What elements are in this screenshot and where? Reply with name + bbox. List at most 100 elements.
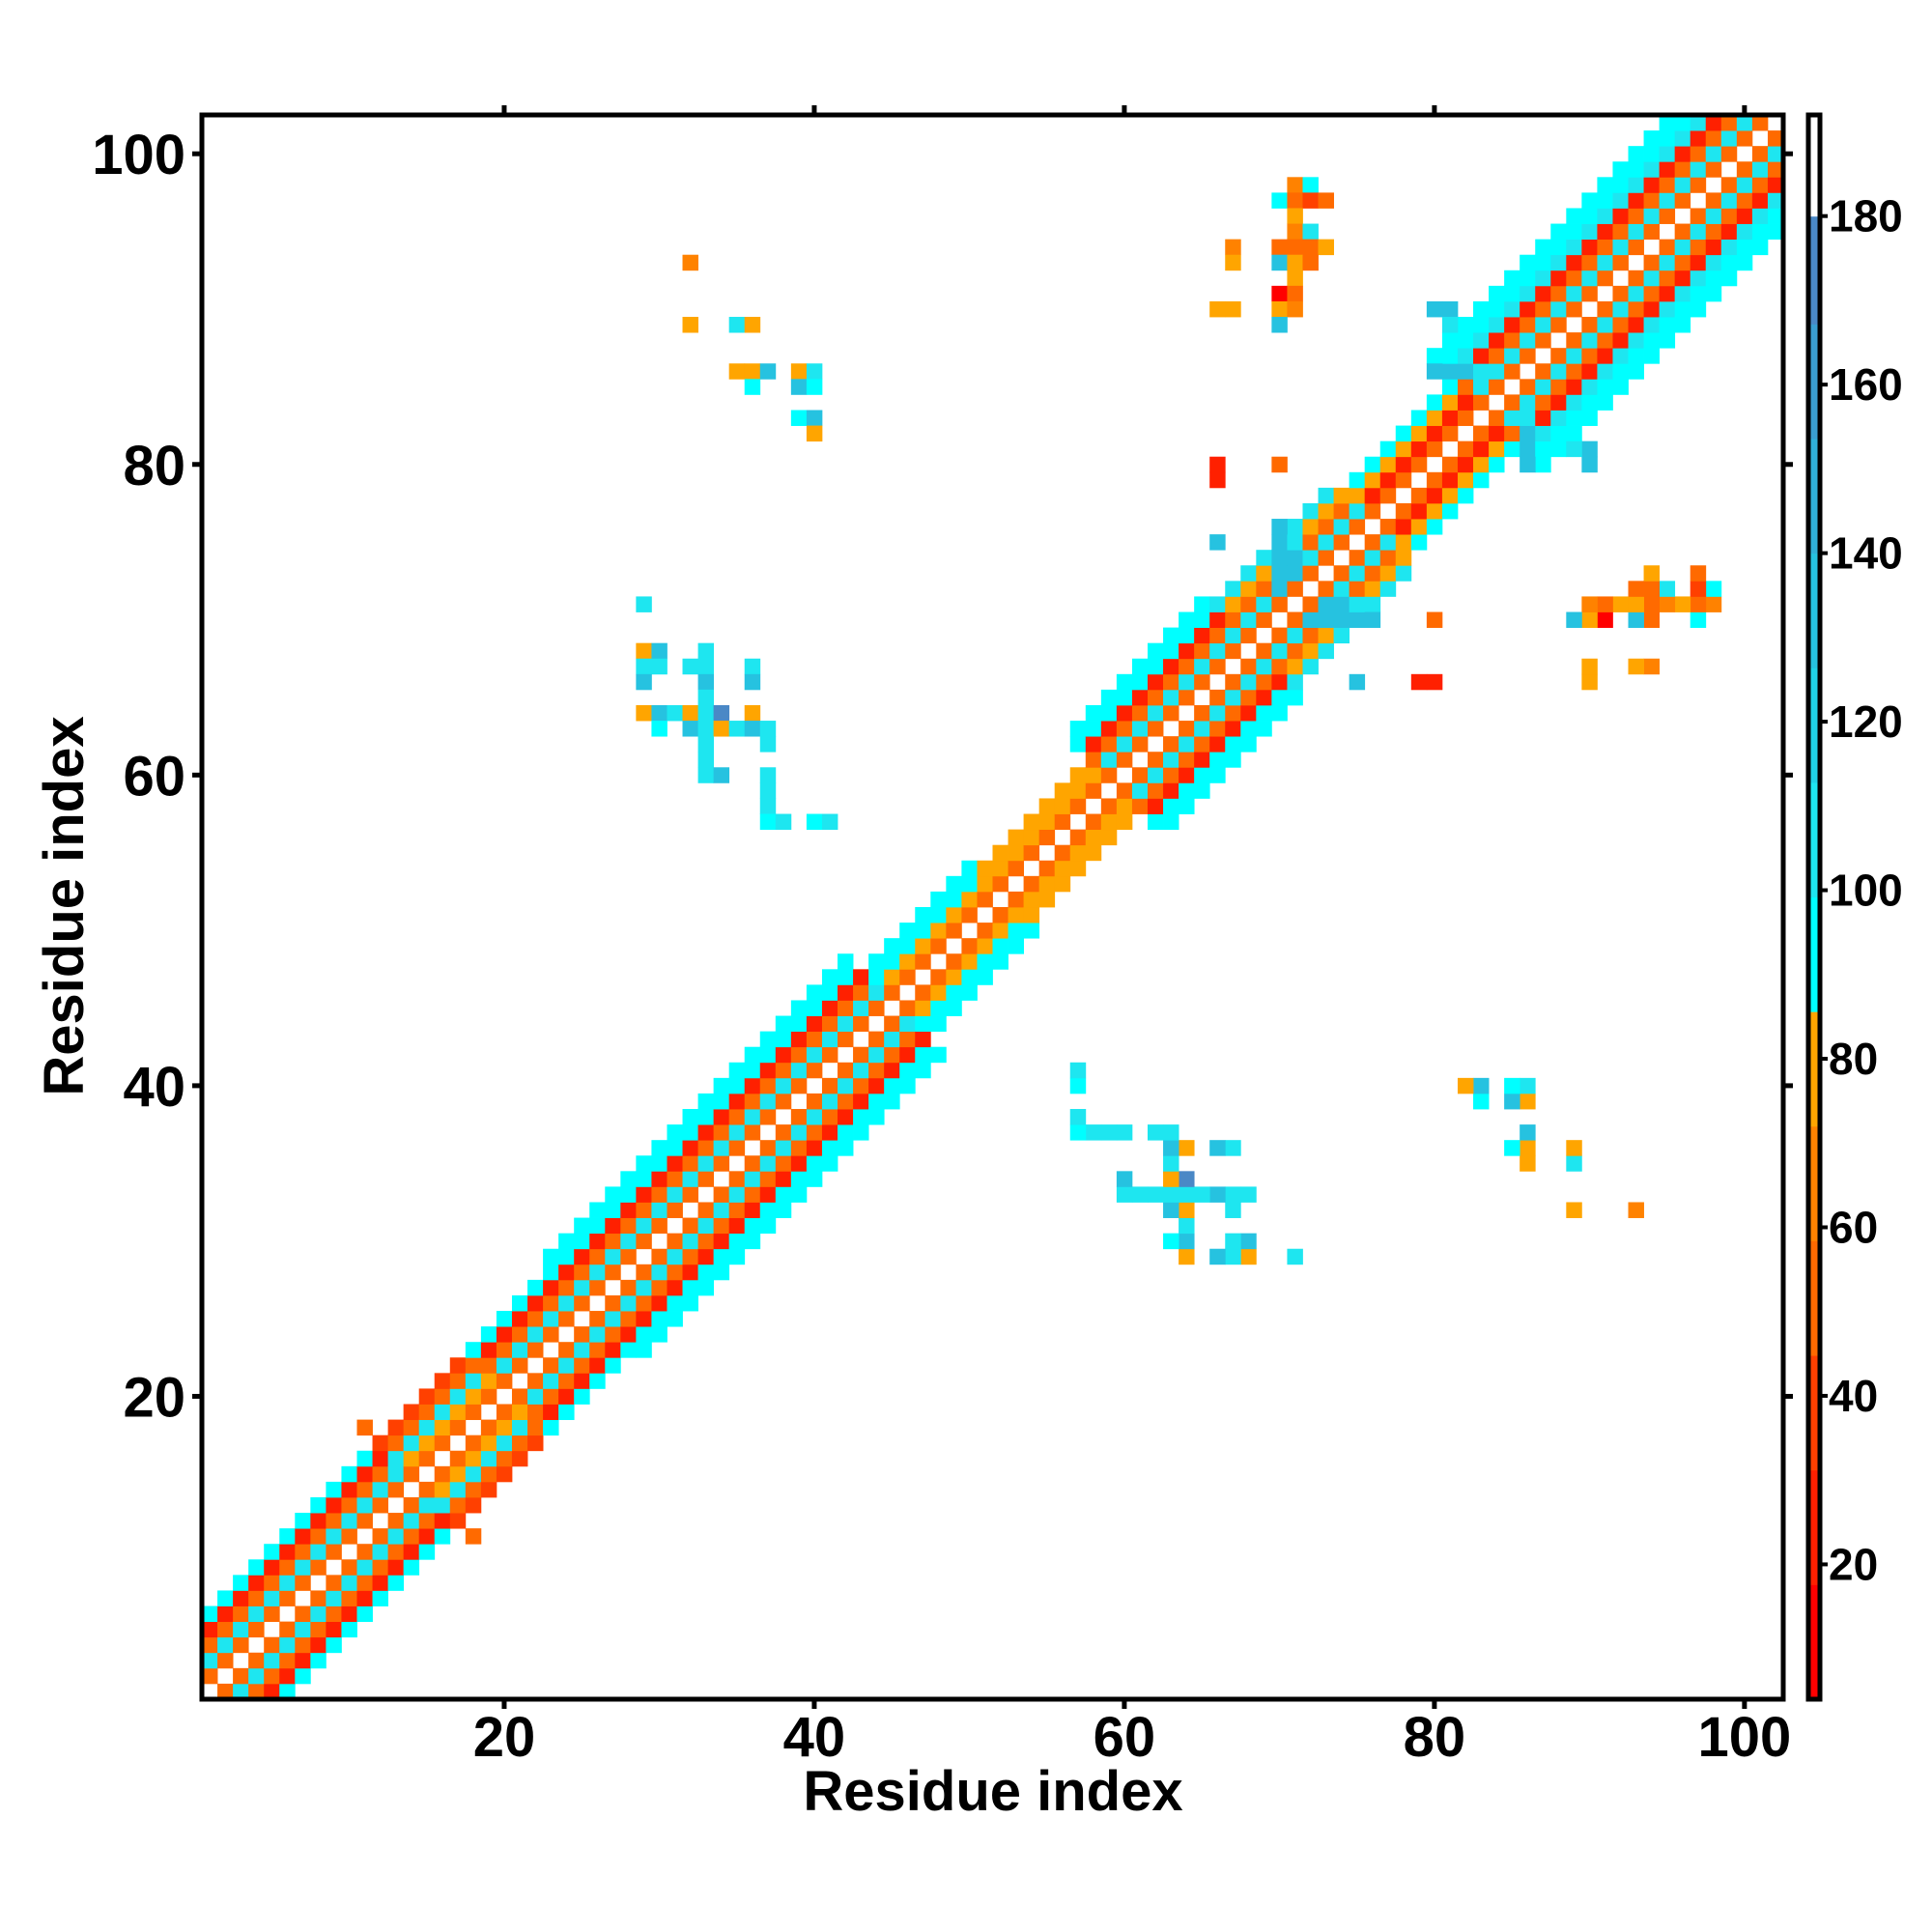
heatmap-cell xyxy=(1256,673,1272,691)
heatmap-cell xyxy=(465,1373,482,1389)
heatmap-cell xyxy=(1597,394,1613,411)
heatmap-cell xyxy=(1271,317,1288,333)
heatmap-cell xyxy=(1690,223,1707,241)
heatmap-cell xyxy=(1069,721,1087,737)
heatmap-cell xyxy=(1194,704,1210,722)
heatmap-cell xyxy=(1643,565,1661,582)
heatmap-cell xyxy=(1116,673,1133,691)
heatmap-cell xyxy=(496,1450,513,1467)
heatmap-cell xyxy=(620,1217,637,1235)
heatmap-cell xyxy=(1379,440,1397,458)
heatmap-cell xyxy=(1209,1248,1226,1265)
heatmap-cell xyxy=(915,923,931,939)
heatmap-cell xyxy=(295,1636,311,1654)
heatmap-cell xyxy=(496,1326,513,1343)
heatmap-cell xyxy=(434,1465,451,1483)
heatmap-cell xyxy=(496,1342,513,1358)
heatmap-cell xyxy=(682,1233,698,1250)
heatmap-cell xyxy=(465,1435,482,1452)
heatmap-cell xyxy=(806,1140,823,1156)
heatmap-cell xyxy=(1612,239,1629,256)
heatmap-cell xyxy=(1225,721,1241,737)
heatmap-cell xyxy=(527,1404,544,1420)
heatmap-cell xyxy=(1720,130,1738,147)
heatmap-cell xyxy=(1302,502,1319,520)
heatmap-cell xyxy=(558,1311,575,1327)
heatmap-cell xyxy=(1038,860,1056,877)
heatmap-cell xyxy=(636,1311,652,1327)
heatmap-cell xyxy=(1643,270,1661,287)
heatmap-cell xyxy=(806,1031,823,1048)
heatmap-cell xyxy=(1302,550,1319,566)
heatmap-cell xyxy=(558,1264,575,1281)
colorbar-swatch xyxy=(1808,1125,1820,1241)
heatmap-cell xyxy=(651,1155,668,1172)
heatmap-cell xyxy=(387,1450,405,1467)
heatmap-cell xyxy=(1643,611,1661,628)
heatmap-cell xyxy=(759,1031,777,1048)
heatmap-cell xyxy=(1318,581,1334,597)
heatmap-cell xyxy=(1628,348,1644,364)
heatmap-cell xyxy=(1659,115,1676,131)
heatmap-cell xyxy=(1426,394,1443,411)
heatmap-cell xyxy=(946,969,962,985)
heatmap-cell xyxy=(930,984,947,1001)
heatmap-cell xyxy=(1550,425,1567,442)
heatmap-cell xyxy=(1720,254,1738,271)
heatmap-cell xyxy=(1333,611,1350,628)
heatmap-cell xyxy=(1364,456,1381,473)
heatmap-cell xyxy=(744,1077,761,1094)
heatmap-cell xyxy=(1179,642,1195,660)
heatmap-cell xyxy=(1100,798,1118,814)
heatmap-cell xyxy=(1736,130,1753,147)
heatmap-cell xyxy=(1643,317,1661,333)
heatmap-cell xyxy=(1318,519,1334,535)
heatmap-cell xyxy=(884,1077,900,1094)
heatmap-cell xyxy=(295,1559,311,1576)
heatmap-cell xyxy=(1581,611,1598,628)
heatmap-cell xyxy=(1179,1186,1195,1203)
heatmap-cell xyxy=(1457,394,1474,411)
heatmap-cell xyxy=(248,1652,265,1669)
heatmap-cell xyxy=(806,425,823,442)
heatmap-cell xyxy=(1489,379,1505,395)
heatmap-cell xyxy=(1441,410,1459,426)
heatmap-cell xyxy=(605,1202,621,1218)
heatmap-cell xyxy=(838,1093,854,1110)
heatmap-cell xyxy=(1520,394,1536,411)
heatmap-cell xyxy=(651,1264,668,1281)
heatmap-cell xyxy=(1287,611,1303,628)
heatmap-cell xyxy=(667,1294,683,1312)
heatmap-cell xyxy=(1504,394,1520,411)
heatmap-cell xyxy=(1628,332,1644,349)
heatmap-cell xyxy=(1690,161,1707,178)
heatmap-cell xyxy=(543,1373,559,1389)
heatmap-cell xyxy=(759,1062,777,1079)
heatmap-cell xyxy=(1520,270,1536,287)
heatmap-cell xyxy=(1163,736,1179,753)
heatmap-cell xyxy=(511,1311,528,1327)
heatmap-cell xyxy=(418,1388,436,1405)
heatmap-cell xyxy=(1163,673,1179,691)
heatmap-cell xyxy=(1179,721,1195,737)
heatmap-cell xyxy=(605,1294,621,1312)
heatmap-cell xyxy=(1379,565,1397,582)
heatmap-cell xyxy=(1426,519,1443,535)
heatmap-cell xyxy=(1550,440,1567,458)
heatmap-cell xyxy=(853,1093,869,1110)
heatmap-cell xyxy=(1008,829,1024,846)
heatmap-cell xyxy=(1349,581,1366,597)
heatmap-cell xyxy=(1410,487,1428,504)
heatmap-cell xyxy=(589,1311,606,1327)
heatmap-cell xyxy=(589,1342,606,1358)
heatmap-cell xyxy=(806,1062,823,1079)
heatmap-cell xyxy=(713,1109,730,1125)
heatmap-cell xyxy=(1720,177,1738,193)
heatmap-cell xyxy=(418,1544,436,1560)
heatmap-cell xyxy=(636,673,652,691)
heatmap-cell xyxy=(1054,782,1071,799)
heatmap-cell xyxy=(884,1093,900,1110)
heatmap-cell xyxy=(1179,752,1195,768)
heatmap-cell xyxy=(1473,440,1490,458)
heatmap-cell xyxy=(558,1373,575,1389)
